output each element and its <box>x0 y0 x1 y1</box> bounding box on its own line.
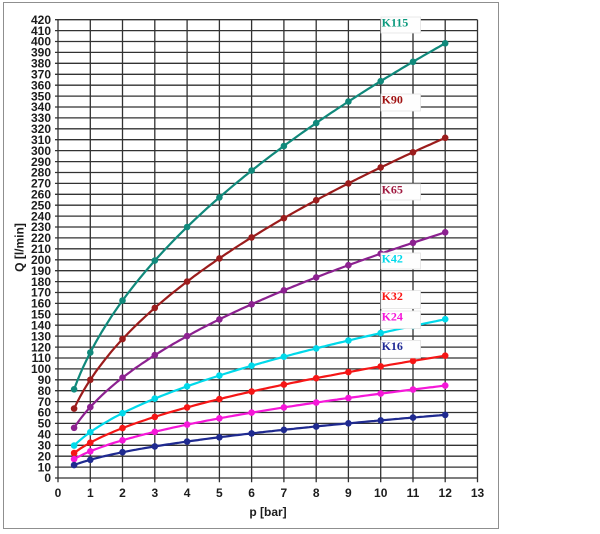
svg-text:2: 2 <box>119 486 126 500</box>
svg-text:100: 100 <box>31 362 51 376</box>
svg-text:10: 10 <box>38 460 52 474</box>
svg-text:12: 12 <box>439 486 453 500</box>
svg-text:420: 420 <box>31 13 51 27</box>
svg-text:K16: K16 <box>382 339 403 353</box>
svg-text:390: 390 <box>31 46 51 60</box>
svg-text:210: 210 <box>31 242 51 256</box>
svg-text:150: 150 <box>31 308 51 322</box>
svg-text:260: 260 <box>31 188 51 202</box>
svg-text:410: 410 <box>31 24 51 38</box>
svg-text:Q [l/min]: Q [l/min] <box>13 223 27 272</box>
svg-text:400: 400 <box>31 35 51 49</box>
svg-text:340: 340 <box>31 100 51 114</box>
svg-text:220: 220 <box>31 231 51 245</box>
svg-text:70: 70 <box>38 395 52 409</box>
svg-text:250: 250 <box>31 198 51 212</box>
svg-text:0: 0 <box>55 486 62 500</box>
svg-text:11: 11 <box>407 486 420 500</box>
svg-text:3: 3 <box>151 486 158 500</box>
svg-text:80: 80 <box>38 384 52 398</box>
svg-text:13: 13 <box>471 486 485 500</box>
svg-text:330: 330 <box>31 111 51 125</box>
svg-text:4: 4 <box>184 486 191 500</box>
svg-text:270: 270 <box>31 177 51 191</box>
svg-text:p [bar]: p [bar] <box>249 505 286 519</box>
svg-text:20: 20 <box>38 449 52 463</box>
svg-text:K65: K65 <box>382 183 403 197</box>
svg-text:1: 1 <box>87 486 94 500</box>
svg-text:5: 5 <box>216 486 223 500</box>
svg-text:K42: K42 <box>382 252 403 266</box>
svg-text:K24: K24 <box>382 310 403 324</box>
svg-text:30: 30 <box>38 439 52 453</box>
svg-text:7: 7 <box>281 486 288 500</box>
svg-text:370: 370 <box>31 68 51 82</box>
svg-text:6: 6 <box>248 486 255 500</box>
svg-text:40: 40 <box>38 428 52 442</box>
svg-text:130: 130 <box>31 329 51 343</box>
svg-text:50: 50 <box>38 417 52 431</box>
svg-text:8: 8 <box>313 486 320 500</box>
svg-text:290: 290 <box>31 155 51 169</box>
svg-text:110: 110 <box>32 351 52 365</box>
svg-text:200: 200 <box>31 253 51 267</box>
svg-text:350: 350 <box>31 89 51 103</box>
svg-text:K115: K115 <box>382 16 409 30</box>
svg-text:140: 140 <box>31 318 51 332</box>
svg-text:310: 310 <box>31 133 51 147</box>
svg-text:300: 300 <box>31 144 51 158</box>
svg-text:180: 180 <box>31 275 51 289</box>
svg-text:230: 230 <box>31 220 51 234</box>
svg-text:280: 280 <box>31 166 51 180</box>
svg-text:K90: K90 <box>382 93 403 107</box>
svg-text:170: 170 <box>31 286 51 300</box>
svg-text:10: 10 <box>374 486 388 500</box>
svg-text:0: 0 <box>44 471 51 485</box>
svg-text:320: 320 <box>31 122 51 136</box>
svg-text:360: 360 <box>31 78 51 92</box>
svg-text:90: 90 <box>38 373 52 387</box>
svg-text:120: 120 <box>31 340 51 354</box>
svg-text:380: 380 <box>31 57 51 71</box>
svg-text:9: 9 <box>345 486 352 500</box>
svg-text:240: 240 <box>31 209 51 223</box>
svg-text:60: 60 <box>38 406 52 420</box>
svg-text:K32: K32 <box>382 289 403 303</box>
svg-text:160: 160 <box>31 297 51 311</box>
svg-text:190: 190 <box>31 264 51 278</box>
